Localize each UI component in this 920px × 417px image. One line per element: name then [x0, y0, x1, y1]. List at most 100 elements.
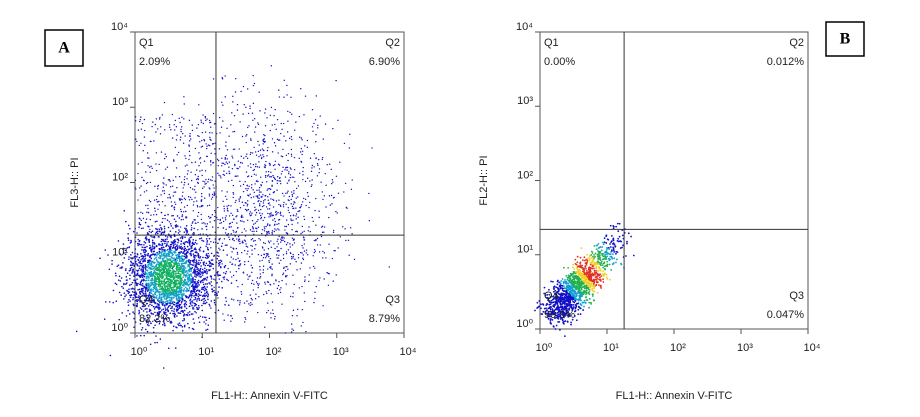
event-dot: [228, 238, 231, 241]
event-dot: [164, 262, 166, 265]
event-dot: [188, 287, 191, 290]
event-dot: [294, 181, 296, 183]
event-dot: [595, 267, 598, 270]
event-dot: [160, 251, 162, 254]
event-dot: [558, 320, 561, 323]
event-dot: [313, 122, 315, 125]
event-dot: [131, 287, 134, 290]
event-dot: [278, 89, 280, 91]
event-dot: [549, 315, 552, 317]
event-dot: [203, 261, 206, 263]
event-dot: [195, 259, 198, 261]
event-dot: [582, 270, 584, 273]
event-dot: [155, 258, 158, 261]
event-dot: [126, 272, 129, 275]
event-dot: [218, 286, 220, 288]
event-dot: [570, 321, 573, 324]
event-dot: [297, 222, 299, 224]
event-dot: [249, 275, 251, 277]
event-dot: [285, 166, 288, 169]
event-dot: [265, 253, 268, 255]
event-dot: [165, 272, 168, 274]
event-dot: [140, 211, 142, 214]
event-dot: [166, 265, 168, 268]
event-dot: [135, 138, 137, 140]
event-dot: [180, 245, 182, 248]
event-dot: [148, 166, 151, 168]
event-dot: [161, 114, 164, 116]
event-dot: [177, 312, 180, 314]
event-dot: [162, 291, 165, 293]
event-dot: [209, 161, 212, 163]
event-dot: [183, 273, 185, 276]
event-dot: [144, 242, 147, 244]
event-dot: [312, 130, 314, 132]
event-dot: [201, 309, 204, 312]
event-dot: [129, 267, 132, 270]
event-dot: [172, 195, 175, 197]
event-dot: [218, 239, 221, 241]
event-dot: [161, 242, 164, 245]
event-dot: [209, 221, 211, 223]
event-dot: [135, 293, 138, 296]
event-dot: [277, 228, 279, 230]
event-dot: [180, 270, 183, 273]
event-dot: [160, 263, 162, 266]
event-dot: [183, 325, 186, 328]
event-dot: [166, 242, 168, 244]
event-dot: [168, 295, 170, 298]
event-dot: [200, 119, 202, 121]
event-dot: [600, 287, 603, 289]
event-dot: [301, 231, 304, 233]
event-dot: [268, 255, 270, 258]
event-dot: [303, 250, 306, 252]
event-dot: [593, 287, 596, 290]
event-dot: [132, 262, 135, 265]
event-dot: [216, 158, 219, 161]
event-dot: [204, 267, 206, 270]
event-dot: [569, 295, 572, 298]
event-dot: [315, 239, 317, 242]
event-dot: [153, 286, 155, 288]
event-dot: [163, 192, 166, 195]
event-dot: [176, 286, 178, 288]
event-dot: [172, 271, 175, 274]
event-dot: [156, 341, 159, 344]
event-dot: [262, 154, 264, 156]
event-dot: [165, 184, 167, 186]
event-dot: [217, 242, 219, 245]
event-dot: [274, 228, 276, 230]
event-dot: [140, 128, 143, 130]
event-dot: [200, 279, 203, 282]
event-dot: [140, 116, 142, 118]
event-dot: [568, 281, 571, 284]
event-dot: [164, 240, 167, 243]
event-dot: [159, 275, 161, 277]
event-dot: [273, 177, 276, 180]
event-dot: [351, 233, 353, 235]
event-dot: [309, 230, 311, 233]
event-dot: [592, 267, 595, 270]
event-dot: [226, 162, 229, 165]
event-dot: [229, 172, 231, 175]
event-dot: [140, 300, 143, 302]
event-dot: [201, 169, 203, 172]
event-dot: [195, 266, 197, 268]
event-dot: [147, 322, 150, 324]
event-dot: [239, 207, 242, 209]
event-dot: [243, 103, 245, 106]
event-dot: [169, 266, 172, 268]
event-dot: [217, 164, 219, 167]
event-dot: [293, 238, 295, 240]
event-dot: [546, 296, 549, 299]
event-dot: [277, 211, 279, 214]
event-dot: [188, 276, 190, 279]
event-dot: [279, 132, 282, 135]
event-dot: [142, 255, 145, 258]
event-dot: [212, 263, 214, 266]
event-dot: [138, 261, 141, 264]
event-dot: [161, 200, 164, 203]
event-dot: [185, 249, 188, 251]
event-dot: [192, 231, 195, 234]
event-dot: [161, 286, 164, 289]
